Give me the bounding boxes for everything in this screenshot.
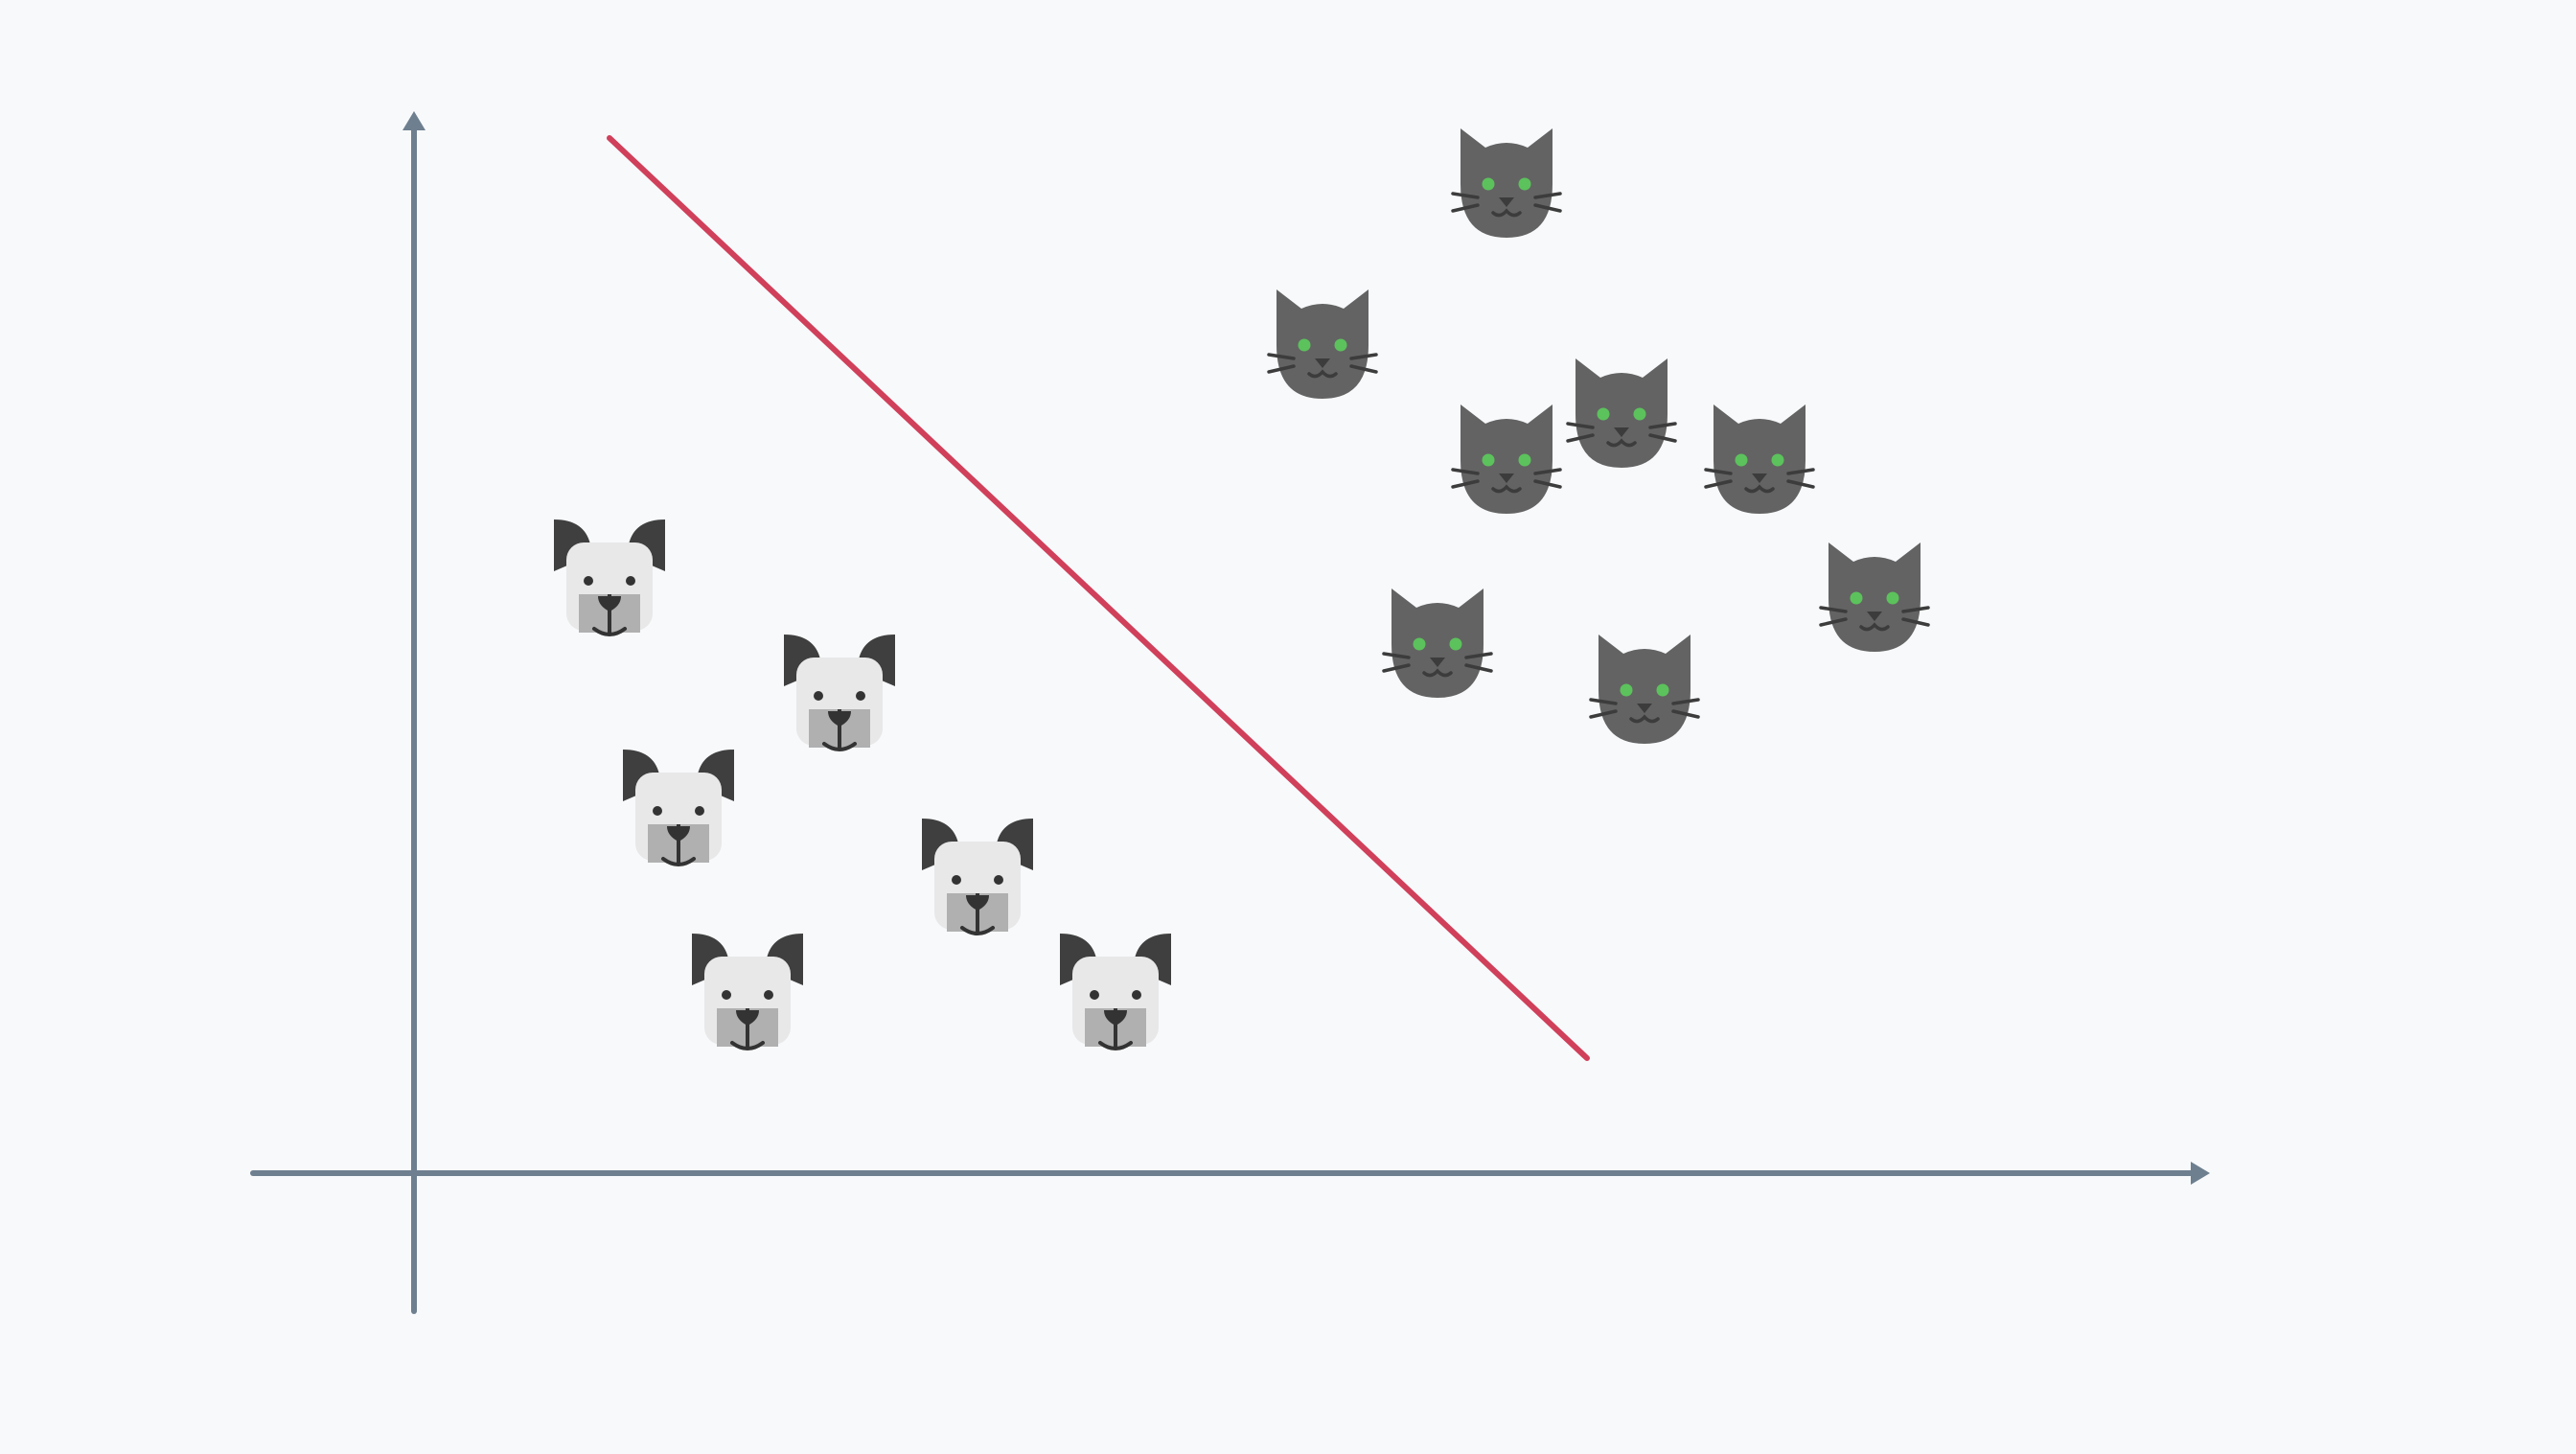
dog-face-icon: [552, 518, 667, 636]
cat-face-icon: [1451, 127, 1562, 240]
dog-face-icon: [920, 817, 1035, 935]
y-axis-arrowhead-icon: [402, 111, 426, 130]
cat-cluster: [1267, 127, 1930, 746]
cat-face-icon: [1589, 633, 1700, 746]
axes: [250, 111, 2210, 1314]
cat-face-icon: [1566, 357, 1677, 470]
cat-face-icon: [1819, 541, 1930, 654]
dog-face-icon: [1058, 932, 1173, 1050]
cat-face-icon: [1704, 403, 1815, 516]
cat-face-icon: [1267, 288, 1378, 401]
dog-cluster: [552, 518, 1173, 1050]
cat-face-icon: [1382, 587, 1493, 700]
x-axis-arrowhead-icon: [2191, 1162, 2210, 1185]
dog-face-icon: [782, 633, 897, 751]
decision-boundary-line: [607, 135, 1590, 1061]
dog-face-icon: [690, 932, 805, 1050]
cat-face-icon: [1451, 403, 1562, 516]
dog-face-icon: [621, 748, 736, 866]
